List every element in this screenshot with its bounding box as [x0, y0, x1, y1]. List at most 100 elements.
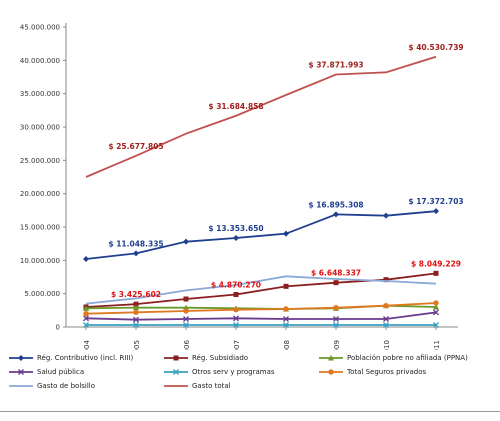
data-point [83, 256, 89, 262]
data-point [383, 316, 389, 322]
legend-label: Salud pública [37, 368, 85, 376]
legend-label: Otros serv y programas [192, 368, 275, 376]
data-label: $ 6.648.337 [311, 269, 361, 278]
legend-swatch [319, 369, 343, 375]
data-point [83, 315, 89, 322]
data-point [133, 301, 139, 307]
legend-swatch [9, 355, 33, 361]
data-point [383, 322, 389, 328]
x-tick-label: 2010 [383, 340, 391, 350]
data-point [383, 212, 389, 219]
series-line [85, 55, 437, 178]
data-point [133, 309, 139, 316]
data-point [233, 315, 239, 322]
data-label: $ 17.372.703 [408, 197, 463, 206]
data-label: $ 4.870.270 [211, 281, 261, 290]
data-label: $ 8.049.229 [411, 259, 461, 268]
data-label: $ 25.677.805 [108, 142, 163, 151]
x-tick-label: 2007 [233, 340, 241, 350]
data-point [333, 304, 339, 311]
data-point [283, 283, 289, 289]
y-tick-label: 25.000.000 [20, 157, 60, 165]
data-point [433, 322, 439, 328]
data-label: $ 31.684.858 [208, 102, 263, 111]
data-point [233, 306, 239, 313]
data-point [433, 208, 439, 215]
legend-swatch [164, 369, 188, 375]
data-label: $ 13.353.650 [208, 224, 263, 233]
data-point [283, 322, 289, 328]
legend-swatch [9, 369, 33, 375]
data-label: $ 40.530.739 [408, 43, 463, 52]
legend-item: Total Seguros privados [318, 366, 426, 378]
legend-item: Gasto de bolsillo [8, 380, 95, 392]
x-tick-label: 2006 [183, 340, 191, 350]
data-point [333, 316, 339, 322]
y-tick-label: 0 [56, 324, 60, 332]
legend-item: Salud pública [8, 366, 84, 378]
series-line [85, 311, 437, 321]
x-tick-label: 2004 [83, 340, 91, 350]
legend-swatch [319, 355, 343, 361]
data-point [83, 310, 89, 317]
data-point [183, 322, 189, 328]
bottom-divider [0, 411, 500, 412]
series-7 [85, 55, 437, 178]
y-tick-label: 10.000.000 [20, 257, 60, 265]
data-point [133, 322, 139, 328]
data-label: $ 37.871.993 [308, 61, 363, 70]
legend-label: Rég. Contributivo (incl. RIII) [37, 354, 134, 362]
data-point [133, 316, 139, 323]
y-tick-label: 35.000.000 [20, 90, 60, 98]
data-point [433, 300, 439, 306]
x-tick-label: 2011 [433, 340, 441, 350]
y-tick-label: 40.000.000 [20, 57, 60, 65]
data-point [183, 296, 189, 302]
data-point [433, 309, 439, 316]
y-tick-label: 45.000.000 [20, 24, 60, 32]
legend-label: Población pobre no afiliada (PPNA) [347, 354, 468, 362]
series-line [85, 275, 437, 305]
legend-swatch [9, 385, 33, 387]
data-point [233, 322, 239, 328]
chart-legend: Rég. Contributivo (incl. RIII) Rég. Subsi… [8, 352, 492, 412]
y-tick-label: 20.000.000 [20, 190, 60, 198]
data-point [133, 250, 139, 257]
data-point [283, 316, 289, 322]
legend-swatch [164, 385, 188, 387]
series-3 [83, 309, 439, 323]
series-line [85, 302, 437, 315]
y-tick-label: 30.000.000 [20, 124, 60, 132]
x-tick-label: 2008 [283, 340, 291, 350]
data-point [183, 316, 189, 322]
legend-item: Otros serv y programas [163, 366, 275, 378]
data-point [433, 270, 439, 276]
legend-item: Población pobre no afiliada (PPNA) [318, 352, 468, 364]
series-0 [83, 208, 439, 262]
data-point [283, 230, 289, 237]
data-point [383, 277, 389, 283]
data-point [83, 322, 89, 328]
data-label: $ 16.895.308 [308, 200, 363, 209]
y-tick-label: 15.000.000 [20, 224, 60, 232]
data-point [83, 305, 89, 311]
series-5 [83, 300, 439, 317]
data-point [233, 234, 239, 241]
data-point [383, 302, 389, 309]
data-point [333, 211, 339, 218]
legend-item: Rég. Subsidiado [163, 352, 248, 364]
data-point [183, 238, 189, 245]
legend-swatch [164, 355, 188, 361]
data-point [333, 322, 339, 328]
x-tick-label: 2009 [333, 340, 341, 350]
legend-label: Rég. Subsidiado [192, 354, 249, 362]
legend-item: Rég. Contributivo (incl. RIII) [8, 352, 133, 364]
y-tick-label: 5.000.000 [24, 290, 60, 298]
legend-label: Gasto total [192, 382, 231, 390]
series-4 [83, 322, 439, 328]
data-point [233, 292, 239, 298]
legend-label: Gasto de bolsillo [37, 382, 96, 390]
line-chart: 0 5.000.000 10.000.000 15.000.000 20.000.000… [20, 23, 464, 350]
data-point [433, 304, 439, 310]
